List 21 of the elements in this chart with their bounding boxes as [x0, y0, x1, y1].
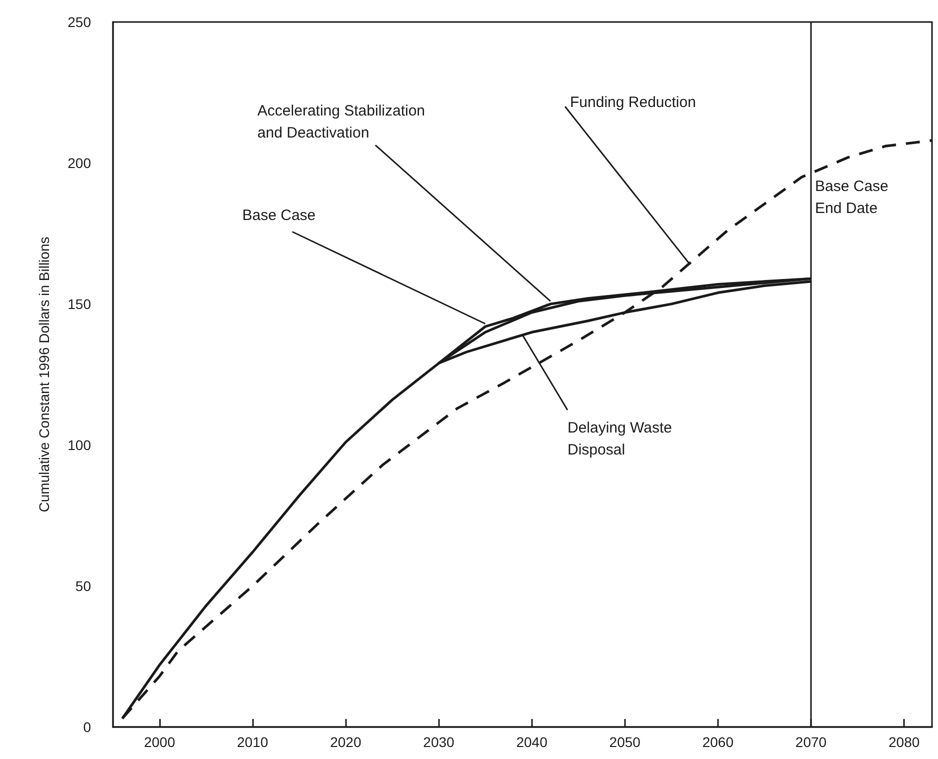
y-tick-label: 200 — [68, 155, 92, 171]
x-tick-label: 2040 — [516, 734, 548, 750]
x-tick-label: 2050 — [609, 734, 641, 750]
annotation: Base Case — [242, 207, 316, 224]
x-tick-label: 2080 — [888, 734, 920, 750]
y-tick-label: 250 — [68, 14, 92, 30]
annotation: Delaying Waste Disposal — [568, 420, 676, 459]
y-tick-label: 0 — [83, 719, 92, 735]
y-axis-title: Cumulative Constant 1996 Dollars in Billions — [36, 236, 52, 512]
x-tick-label: 2010 — [237, 734, 268, 750]
x-tick-label: 2070 — [795, 734, 827, 750]
x-tick-label: 2000 — [144, 734, 176, 750]
ref-line-label: Base Case End Date — [815, 178, 888, 217]
x-tick-label: 2030 — [423, 734, 455, 750]
y-tick-label: 50 — [75, 578, 92, 594]
annotation: Funding Reduction — [570, 94, 696, 112]
annotation: Accelerating Stabilization and Deactivation — [257, 102, 426, 142]
x-tick-label: 2060 — [702, 734, 734, 750]
x-tick-label: 2020 — [330, 734, 362, 750]
y-tick-label: 150 — [68, 296, 92, 312]
y-tick-label: 100 — [68, 437, 92, 453]
